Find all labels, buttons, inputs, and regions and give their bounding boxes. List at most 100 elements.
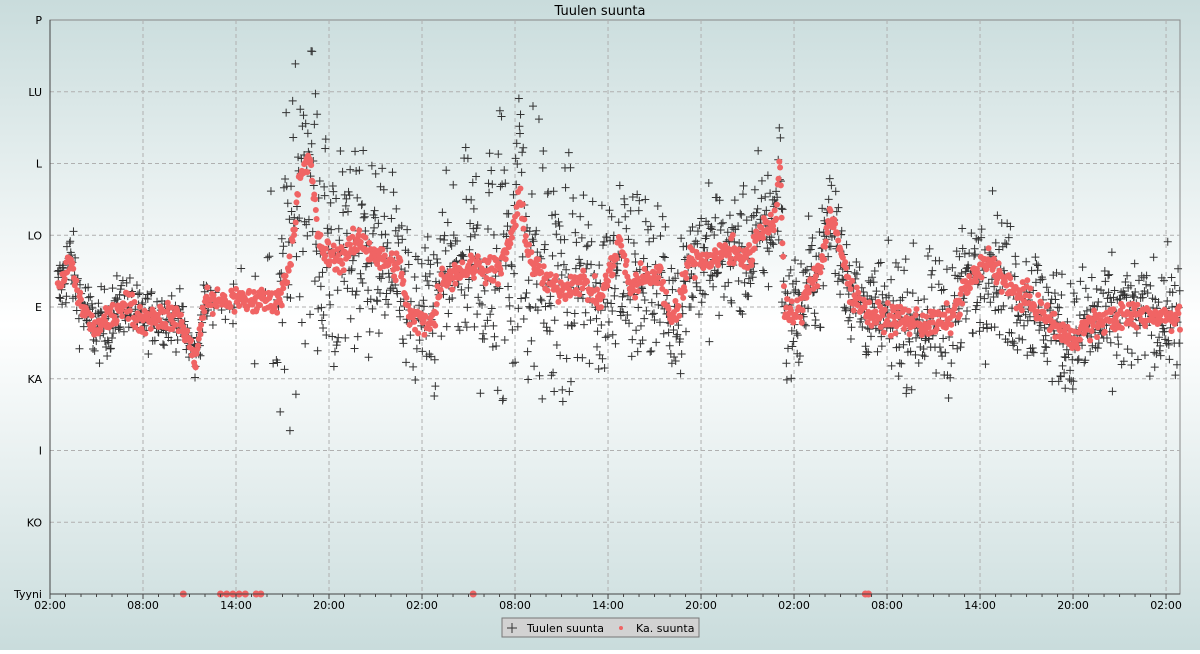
raw-direction-point xyxy=(470,322,479,331)
x-tick-label: 14:00 xyxy=(592,599,624,612)
average-direction-point xyxy=(498,270,505,277)
raw-direction-point xyxy=(587,260,596,269)
raw-direction-point xyxy=(869,278,878,287)
raw-direction-point xyxy=(700,243,709,252)
raw-direction-point xyxy=(638,336,647,345)
raw-direction-point xyxy=(173,336,182,345)
raw-direction-point xyxy=(1160,327,1169,336)
raw-direction-point xyxy=(975,327,984,336)
average-direction-point xyxy=(1016,289,1023,296)
average-direction-point xyxy=(562,296,569,303)
chart-title: Tuulen suunta xyxy=(554,4,646,19)
average-direction-point xyxy=(474,253,481,260)
raw-direction-point xyxy=(983,324,992,333)
raw-direction-point xyxy=(980,294,989,303)
raw-direction-point xyxy=(303,129,312,138)
raw-direction-point xyxy=(1104,288,1113,297)
raw-direction-point xyxy=(1013,345,1022,354)
average-direction-point xyxy=(892,330,899,337)
raw-direction-point xyxy=(153,297,162,306)
raw-direction-point xyxy=(728,223,737,232)
raw-direction-point xyxy=(404,260,413,269)
raw-direction-point xyxy=(956,343,965,352)
raw-direction-point xyxy=(361,227,370,236)
raw-direction-point xyxy=(294,153,303,162)
raw-direction-point xyxy=(398,235,407,244)
average-direction-point xyxy=(957,291,964,298)
raw-direction-point xyxy=(1100,267,1109,276)
raw-direction-point xyxy=(744,274,753,283)
raw-direction-point xyxy=(605,206,614,215)
raw-direction-point xyxy=(483,224,492,233)
raw-direction-point xyxy=(332,194,341,203)
raw-direction-point xyxy=(1060,368,1069,377)
raw-direction-point xyxy=(871,293,880,302)
raw-direction-point xyxy=(1120,291,1129,300)
average-direction-point xyxy=(780,253,787,260)
average-direction-point xyxy=(956,311,963,318)
raw-direction-point xyxy=(603,298,612,307)
raw-direction-point xyxy=(858,322,867,331)
average-direction-point xyxy=(1168,328,1175,335)
average-direction-point xyxy=(70,265,77,272)
raw-direction-point xyxy=(834,203,843,212)
raw-direction-point xyxy=(620,200,629,209)
raw-direction-point xyxy=(769,240,778,249)
raw-direction-point xyxy=(461,318,470,327)
average-direction-point xyxy=(635,288,642,295)
raw-direction-point xyxy=(425,269,434,278)
raw-direction-point xyxy=(1029,348,1038,357)
raw-direction-point xyxy=(566,163,575,172)
raw-direction-point xyxy=(436,234,445,243)
raw-direction-point xyxy=(396,312,405,321)
raw-direction-point xyxy=(512,139,521,148)
raw-direction-point xyxy=(459,252,468,261)
raw-direction-point xyxy=(515,129,524,138)
raw-direction-point xyxy=(493,386,502,395)
average-direction-point xyxy=(788,298,795,305)
raw-direction-point xyxy=(72,306,81,315)
average-direction-point xyxy=(532,270,539,277)
average-direction-point xyxy=(821,256,828,263)
average-direction-point xyxy=(839,254,846,261)
raw-direction-point xyxy=(122,278,131,287)
raw-direction-point xyxy=(527,336,536,345)
average-direction-point xyxy=(109,301,116,308)
raw-direction-point xyxy=(398,335,407,344)
raw-direction-point xyxy=(661,222,670,231)
raw-direction-point xyxy=(844,290,853,299)
raw-direction-point xyxy=(566,377,575,386)
raw-direction-point xyxy=(595,261,604,270)
average-direction-point xyxy=(751,245,758,252)
raw-direction-point xyxy=(1130,292,1139,301)
raw-direction-point xyxy=(147,288,156,297)
raw-direction-point xyxy=(381,230,390,239)
raw-direction-point xyxy=(583,259,592,268)
raw-direction-point xyxy=(1127,361,1136,370)
raw-direction-point xyxy=(358,200,367,209)
raw-direction-point xyxy=(925,244,934,253)
raw-direction-point xyxy=(738,190,747,199)
raw-direction-point xyxy=(1126,281,1135,290)
average-direction-point xyxy=(507,240,514,247)
raw-direction-point xyxy=(700,290,709,299)
average-direction-point xyxy=(147,325,154,332)
raw-direction-point xyxy=(1064,350,1073,359)
raw-direction-point xyxy=(939,285,948,294)
raw-direction-point xyxy=(625,319,634,328)
raw-direction-point xyxy=(442,322,451,331)
y-tick-label: L xyxy=(36,158,43,171)
raw-direction-point xyxy=(727,298,736,307)
average-direction-point xyxy=(692,260,699,267)
raw-direction-point xyxy=(296,105,305,114)
raw-direction-point xyxy=(1105,270,1114,279)
average-direction-point xyxy=(512,222,519,229)
average-direction-point xyxy=(584,297,591,304)
raw-direction-point xyxy=(982,320,991,329)
raw-direction-point xyxy=(961,314,970,323)
average-direction-point xyxy=(325,239,332,246)
average-direction-point xyxy=(312,206,319,213)
raw-direction-point xyxy=(547,211,556,220)
raw-direction-point xyxy=(160,341,169,350)
raw-direction-point xyxy=(1039,336,1048,345)
